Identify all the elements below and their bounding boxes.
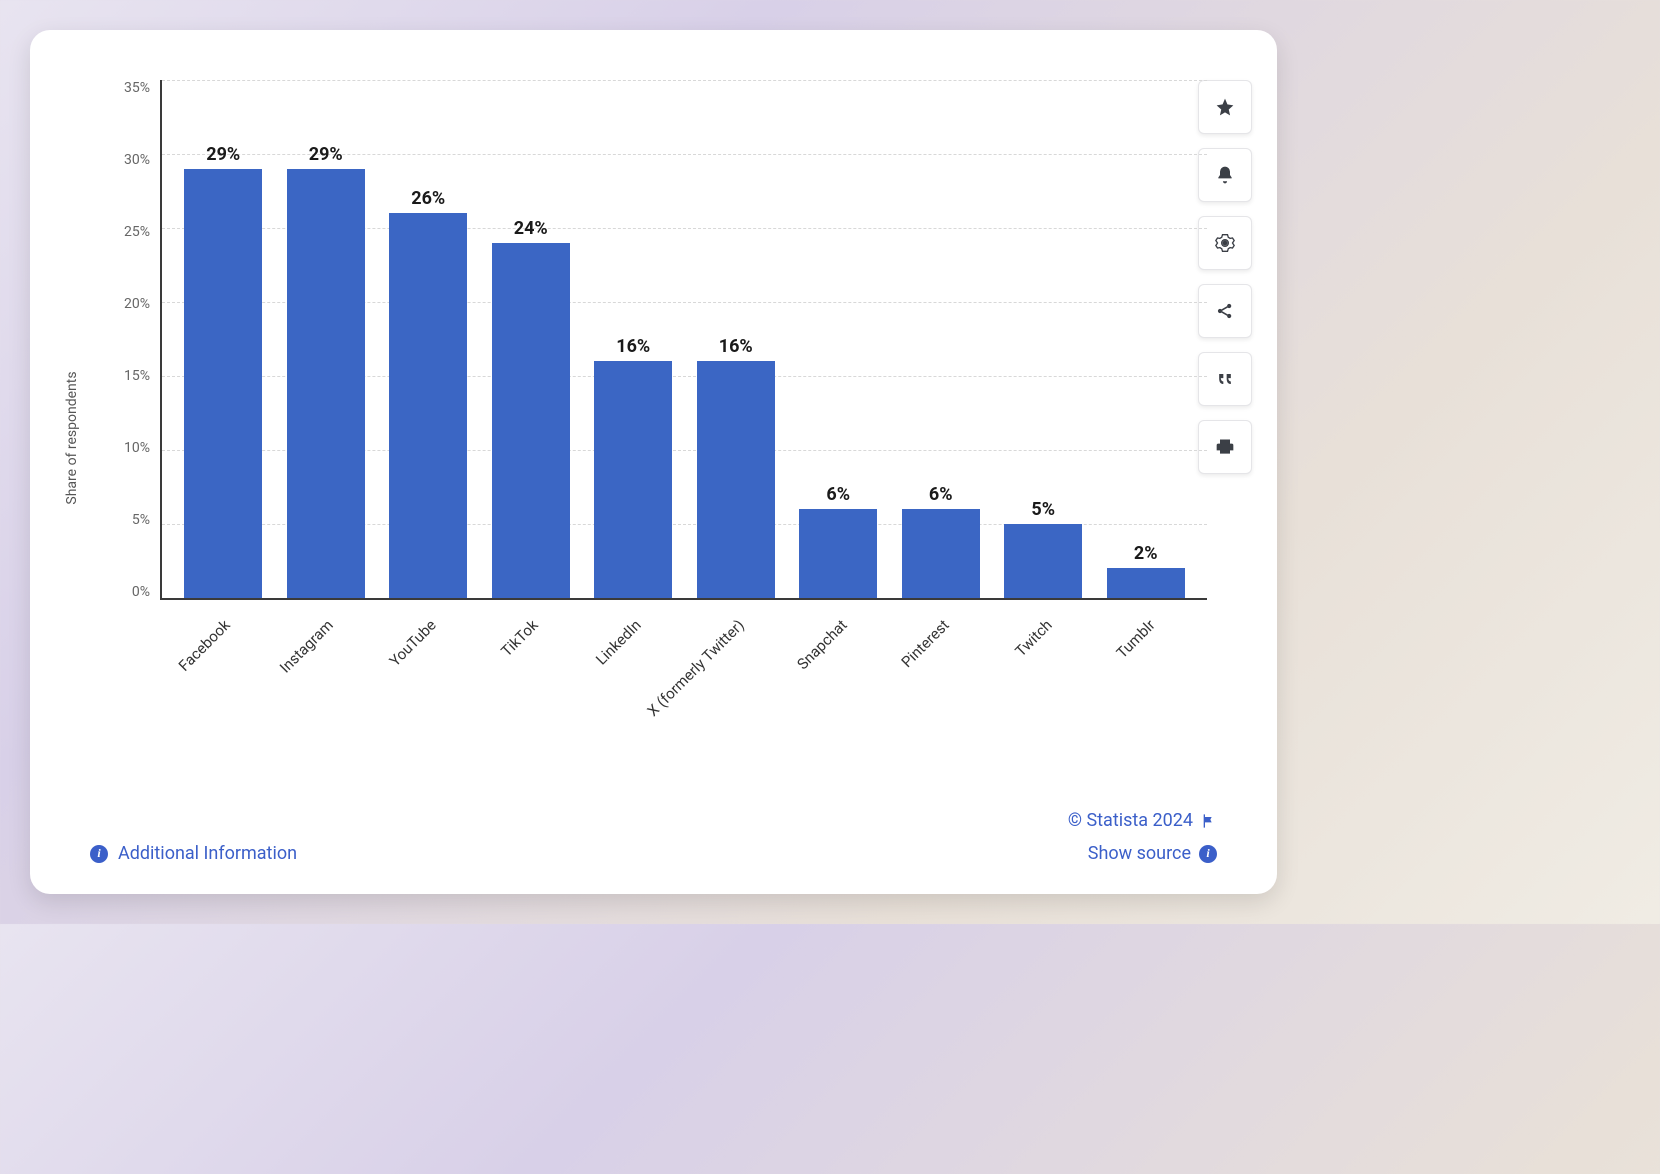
bar-value-label: 2% <box>1134 543 1158 564</box>
bar-slot: 2% <box>1095 80 1198 598</box>
chart-area: Share of respondents 35%30%25%20%15%10%5… <box>100 80 1207 780</box>
bar-value-label: 29% <box>206 144 240 165</box>
copyright-row[interactable]: © Statista 2024 <box>1068 810 1217 831</box>
bar-value-label: 6% <box>826 484 850 505</box>
category-label: YouTube <box>386 616 440 670</box>
x-label: YouTube <box>375 612 478 772</box>
bar[interactable] <box>389 213 467 598</box>
x-label: Facebook <box>170 612 273 772</box>
bar[interactable] <box>1004 524 1082 598</box>
x-label: Tumblr <box>1094 612 1197 772</box>
bar-value-label: 16% <box>719 336 753 357</box>
show-source-link[interactable]: Show source i <box>1088 843 1217 864</box>
y-tick: 25% <box>124 224 150 240</box>
x-axis-labels: Facebook Instagram YouTube TikTok LinkedIn X … <box>160 612 1207 772</box>
plot-area: 29% 29% 26% 24% 16% 16% 6% 6% 5% 2% <box>160 80 1207 600</box>
bar-value-label: 16% <box>616 336 650 357</box>
print-icon <box>1215 437 1235 457</box>
x-label: Pinterest <box>889 612 992 772</box>
bar-slot: 16% <box>582 80 685 598</box>
bar[interactable] <box>287 169 365 598</box>
bar-slot: 24% <box>480 80 583 598</box>
share-icon <box>1215 301 1235 321</box>
bar-value-label: 24% <box>514 218 548 239</box>
x-label: TikTok <box>478 612 581 772</box>
chart-footer: i Additional Information © Statista 2024… <box>90 810 1217 864</box>
category-label: Snapchat <box>793 616 850 673</box>
x-label: Twitch <box>992 612 1095 772</box>
bar[interactable] <box>594 361 672 598</box>
flag-icon <box>1201 813 1217 829</box>
quote-icon <box>1215 369 1235 389</box>
y-tick: 30% <box>124 152 150 168</box>
category-label: Tumblr <box>1113 616 1159 662</box>
bar-slot: 29% <box>275 80 378 598</box>
category-label: TikTok <box>498 616 542 660</box>
category-label: Pinterest <box>898 616 953 671</box>
y-axis-label: Share of respondents <box>64 371 80 504</box>
additional-info-link[interactable]: i Additional Information <box>90 843 297 864</box>
star-icon <box>1215 97 1235 117</box>
bar-value-label: 6% <box>929 484 953 505</box>
category-label: Twitch <box>1012 616 1056 660</box>
copyright-text: © Statista 2024 <box>1068 810 1193 831</box>
bell-icon <box>1215 165 1235 185</box>
info-icon: i <box>90 845 108 863</box>
category-label: Instagram <box>276 616 337 677</box>
y-tick: 5% <box>132 512 150 528</box>
bar[interactable] <box>184 169 262 598</box>
bar-value-label: 29% <box>309 144 343 165</box>
y-tick: 0% <box>132 584 150 600</box>
bar[interactable] <box>492 243 570 598</box>
y-tick: 15% <box>124 368 150 384</box>
bar-slot: 5% <box>992 80 1095 598</box>
bar[interactable] <box>1107 568 1185 598</box>
y-tick: 20% <box>124 296 150 312</box>
bar-slot: 29% <box>172 80 275 598</box>
x-label: Snapchat <box>786 612 889 772</box>
x-label: X (formerly Twitter) <box>684 612 787 772</box>
info-icon: i <box>1199 845 1217 863</box>
bar[interactable] <box>697 361 775 598</box>
bar-slot: 6% <box>890 80 993 598</box>
chart-card: Share of respondents 35% 30% 25% 20% 15% 10% 5… <box>30 30 1277 894</box>
bar-slot: 6% <box>787 80 890 598</box>
bar[interactable] <box>902 509 980 598</box>
category-label: Facebook <box>175 616 234 675</box>
gear-icon <box>1215 233 1235 253</box>
additional-info-label: Additional Information <box>118 843 297 864</box>
bar-value-label: 26% <box>411 188 445 209</box>
show-source-label: Show source <box>1088 843 1191 864</box>
bar-slot: 16% <box>685 80 788 598</box>
bar[interactable] <box>799 509 877 598</box>
y-tick: 10% <box>124 440 150 456</box>
category-label: LinkedIn <box>592 616 645 669</box>
bars-container: 29% 29% 26% 24% 16% 16% 6% 6% 5% 2% <box>162 80 1207 598</box>
footer-right: © Statista 2024 Show source i <box>1068 810 1217 864</box>
bar-slot: 26% <box>377 80 480 598</box>
bar-value-label: 5% <box>1031 499 1055 520</box>
x-label: Instagram <box>273 612 376 772</box>
y-tick: 35% <box>124 80 150 96</box>
y-axis: 35% 30% 25% 20% 15% 10% 5% 0% <box>100 80 160 600</box>
